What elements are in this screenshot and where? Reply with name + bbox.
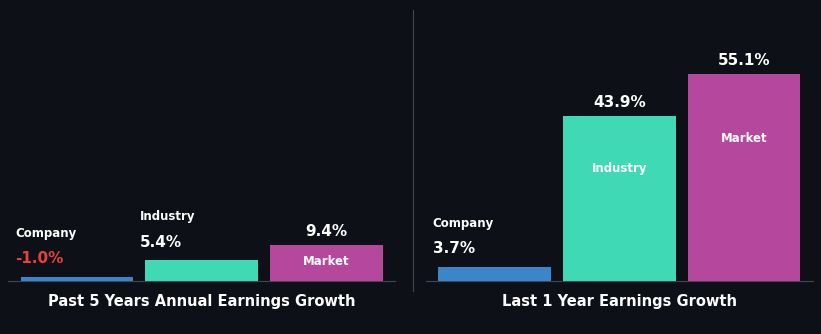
- Text: 5.4%: 5.4%: [140, 235, 182, 250]
- Text: 43.9%: 43.9%: [593, 95, 646, 110]
- Bar: [438, 267, 551, 281]
- Bar: [270, 245, 383, 281]
- X-axis label: Past 5 Years Annual Earnings Growth: Past 5 Years Annual Earnings Growth: [48, 295, 355, 309]
- Text: 9.4%: 9.4%: [305, 224, 347, 239]
- Bar: [563, 116, 676, 281]
- X-axis label: Last 1 Year Earnings Growth: Last 1 Year Earnings Growth: [502, 295, 737, 309]
- Text: Company: Company: [433, 217, 494, 230]
- Text: Company: Company: [15, 227, 76, 240]
- Text: 55.1%: 55.1%: [718, 53, 770, 68]
- Text: Market: Market: [303, 255, 350, 268]
- Text: 3.7%: 3.7%: [433, 241, 475, 256]
- Text: Industry: Industry: [140, 210, 195, 223]
- Text: Industry: Industry: [592, 162, 647, 175]
- Bar: [145, 261, 258, 281]
- Text: -1.0%: -1.0%: [15, 251, 63, 266]
- Text: Market: Market: [721, 132, 768, 145]
- Bar: [21, 277, 133, 281]
- Bar: [688, 74, 800, 281]
